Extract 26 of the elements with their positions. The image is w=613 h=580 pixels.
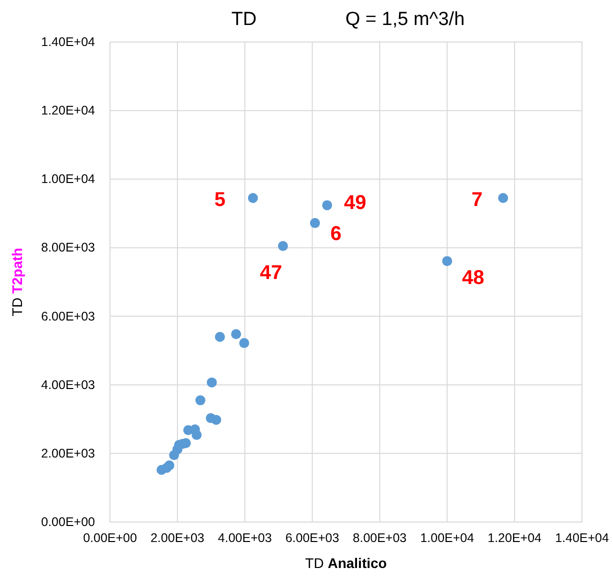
x-tick-label: 1.00E+04: [420, 531, 474, 545]
annotation: 7: [472, 189, 483, 211]
y-tick-label: 2.00E+03: [41, 446, 96, 460]
y-tick-label: 4.00E+03: [41, 378, 96, 392]
y-tick-label: 1.00E+04: [41, 172, 96, 186]
y-tick-label: 6.00E+03: [41, 309, 96, 324]
y-axis-title: TD T2path: [9, 248, 25, 316]
chart-subtitle: Q = 1,5 m^3/h: [345, 9, 465, 30]
chart-title: TD: [231, 9, 257, 30]
annotation: 47: [260, 262, 282, 284]
y-tick-label: 1.20E+04: [41, 104, 96, 118]
y-tick-label: 0.00E+00: [41, 515, 96, 529]
x-tick-label: 4.00E+03: [218, 531, 272, 545]
annotation: 5: [214, 189, 226, 211]
annotation: 6: [330, 223, 342, 246]
y-tick-label: 1.40E+04: [41, 35, 96, 49]
x-tick-label: 1.40E+04: [555, 531, 609, 545]
x-axis-title: TD Analitico: [305, 555, 387, 571]
x-tick-label: 2.00E+03: [150, 531, 204, 545]
x-tick-label: 0.00E+00: [83, 531, 137, 545]
annotation: 49: [344, 192, 366, 214]
y-tick-label: 8.00E+03: [41, 240, 96, 255]
x-tick-label: 6.00E+03: [285, 531, 340, 545]
x-tick-label: 8.00E+03: [352, 531, 407, 545]
annotation: 48: [462, 267, 484, 290]
x-tick-label: 1.20E+04: [488, 531, 542, 545]
